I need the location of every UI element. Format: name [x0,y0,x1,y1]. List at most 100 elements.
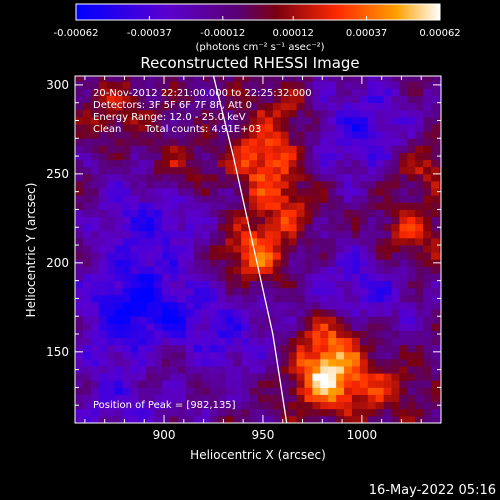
heatmap-cell [106,380,115,388]
heatmap-cell [233,159,242,168]
heatmap-cell [423,237,432,246]
heatmap-cell [407,81,416,89]
heatmap-cell [217,159,226,168]
heatmap-cell [233,166,242,175]
heatmap-cell [249,358,258,367]
heatmap-cell [391,237,400,246]
heatmap-cell [320,309,329,317]
heatmap-cell [415,88,424,96]
heatmap-cell [351,301,361,310]
heatmap-cell [225,387,234,395]
heatmap-cell [304,294,313,303]
heatmap-cell [296,145,305,153]
heatmap-cell [177,316,187,324]
heatmap-cell [351,159,361,168]
heatmap-cell [336,316,345,324]
heatmap-cell [114,280,123,289]
heatmap-cell [328,209,337,217]
heatmap-cell [391,259,400,267]
heatmap-cell [280,259,290,267]
heatmap-cell [130,124,139,132]
heatmap-cell [304,366,313,374]
heatmap-cell [169,245,179,253]
heatmap-cell [351,116,361,125]
heatmap-cell [201,294,210,303]
heatmap-cell [423,76,432,82]
heatmap-cell [336,287,345,296]
heatmap-cell [264,216,274,225]
heatmap-cell [296,216,305,225]
heatmap-cell [328,366,337,374]
heatmap-cell [122,95,131,104]
heatmap-cell [185,366,195,374]
heatmap-cell [415,366,424,374]
heatmap-cell [249,152,258,161]
heatmap-cell [114,173,123,182]
heatmap-cell [288,294,297,303]
heatmap-cell [439,245,441,253]
heatmap-cell [106,294,115,303]
heatmap-cell [241,408,250,417]
heatmap-cell [90,394,100,403]
heatmap-cell [407,259,416,267]
heatmap-cell [288,188,297,196]
heatmap-cell [391,401,400,410]
heatmap-cell [312,109,321,118]
heatmap-cell [106,366,115,374]
heatmap-cell [264,166,274,175]
heatmap-cell [431,373,440,381]
heatmap-cell [169,351,179,360]
heatmap-cell [320,138,329,146]
heatmap-cell [201,202,210,210]
heatmap-cell [130,152,139,161]
heatmap-cell [399,273,408,282]
heatmap-cell [217,337,226,346]
heatmap-cell [138,95,147,104]
heatmap-cell [146,202,155,210]
heatmap-cell [233,237,242,246]
heatmap-cell [320,330,329,338]
heatmap-cell [351,109,361,118]
heatmap-cell [272,202,282,210]
heatmap-cell [98,330,108,338]
heatmap-cell [399,380,408,388]
heatmap-cell [138,259,147,267]
heatmap-cell [106,81,115,89]
heatmap-cell [375,180,385,189]
heatmap-cell [122,266,131,274]
heatmap-cell [288,180,297,189]
heatmap-cell [272,138,282,146]
heatmap-cell [328,202,337,210]
heatmap-cell [201,81,210,89]
heatmap-cell [146,138,155,146]
heatmap-cell [146,88,155,96]
heatmap-cell [217,252,226,260]
heatmap-cell [304,337,313,346]
heatmap-cell [257,358,266,367]
heatmap-cell [399,351,408,360]
heatmap-cell [193,273,203,282]
heatmap-cell [439,280,441,289]
heatmap-cell [146,287,155,296]
heatmap-cell [75,95,84,104]
heatmap-cell [75,309,84,317]
heatmap-cell [399,237,408,246]
heatmap-cell [122,358,131,367]
heatmap-cell [169,138,179,146]
heatmap-cell [264,230,274,239]
heatmap-cell [415,337,424,346]
heatmap-cell [383,351,392,360]
heatmap-cell [264,344,274,353]
heatmap-cell [391,138,400,146]
footer-date: 16-May-2022 05:16 [369,483,496,498]
heatmap-cell [359,138,369,146]
heatmap-cell [367,230,377,239]
heatmap-cell [375,401,385,410]
heatmap-cell [423,323,432,331]
heatmap-cell [177,88,187,96]
heatmap-cell [122,152,131,161]
heatmap-cell [241,366,250,374]
heatmap-cell [439,344,441,353]
heatmap-cell [146,337,155,346]
heatmap-cell [320,159,329,168]
